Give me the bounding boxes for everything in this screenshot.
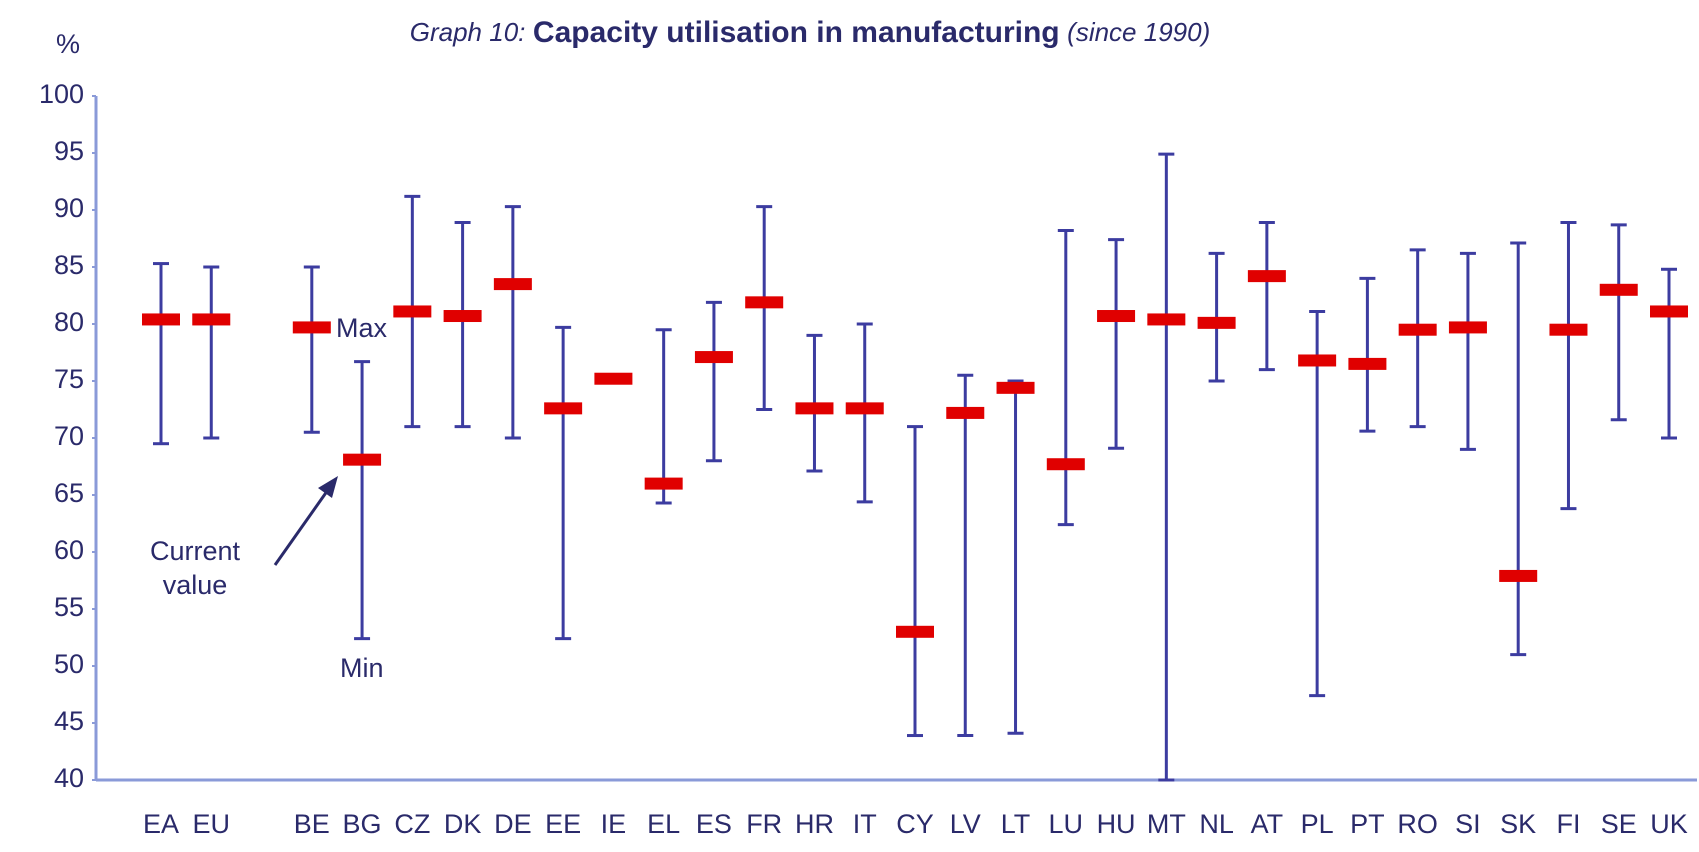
x-tick-label: PT [1350, 809, 1385, 839]
current-marker [594, 372, 633, 385]
x-tick-label: SK [1500, 809, 1536, 839]
x-tick-label: NL [1199, 809, 1234, 839]
current-marker [1298, 354, 1337, 367]
x-tick-label: DK [444, 809, 482, 839]
current-marker [896, 625, 934, 638]
x-tick-label: LV [950, 809, 981, 839]
y-tick-label: 50 [54, 649, 84, 679]
annotation-min: Min [340, 653, 384, 683]
y-tick-label: 100 [39, 79, 84, 109]
x-tick-label: BG [343, 809, 382, 839]
current-marker [996, 381, 1035, 394]
current-marker [845, 402, 884, 415]
y-tick-label: 60 [54, 535, 84, 565]
y-tick-label: 65 [54, 478, 84, 508]
x-tick-label: LU [1049, 809, 1084, 839]
y-tick-label: 75 [54, 364, 84, 394]
x-tick-label: IT [853, 809, 877, 839]
current-marker [1097, 310, 1136, 323]
current-marker [292, 321, 331, 334]
current-marker [1197, 316, 1236, 329]
x-tick-label: EA [143, 809, 179, 839]
current-marker [795, 402, 834, 415]
current-marker [644, 477, 683, 490]
y-tick-label: 85 [54, 250, 84, 280]
current-marker [1499, 569, 1538, 582]
current-marker [1046, 458, 1085, 471]
x-tick-label: AT [1251, 809, 1284, 839]
x-tick-label: DE [494, 809, 532, 839]
current-marker [1348, 357, 1387, 370]
current-marker [443, 310, 482, 323]
current-marker [142, 313, 180, 326]
x-tick-label: LT [1001, 809, 1031, 839]
x-tick-label: UK [1650, 809, 1688, 839]
current-marker [745, 296, 784, 309]
y-tick-label: 55 [54, 592, 84, 622]
current-marker [1549, 323, 1588, 336]
title-main: Capacity utilisation in manufacturing [533, 16, 1060, 49]
annotation-current: Current value [149, 536, 241, 600]
x-tick-label: ES [696, 809, 732, 839]
annotation-current-box: Current value [149, 536, 241, 600]
current-marker [1247, 270, 1286, 283]
chart-title: Graph 10: Capacity utilisation in manufa… [410, 16, 1210, 49]
x-tick-label: EE [545, 809, 581, 839]
current-marker [1650, 305, 1688, 318]
x-tick-label: EL [647, 809, 680, 839]
y-tick-label: 80 [54, 307, 84, 337]
x-tick-label: CZ [394, 809, 430, 839]
x-tick-label: HU [1097, 809, 1136, 839]
current-marker [192, 313, 231, 326]
x-tick-label: EU [193, 809, 231, 839]
current-marker [694, 351, 733, 364]
current-marker [946, 406, 985, 419]
x-tick-label: SI [1455, 809, 1481, 839]
x-tick-label: HR [795, 809, 834, 839]
y-tick-label: 40 [54, 763, 84, 793]
annotation-arrow [273, 486, 332, 566]
title-prefix: Graph 10: [410, 17, 526, 47]
x-tick-label: BE [294, 809, 330, 839]
x-tick-label: PL [1301, 809, 1334, 839]
x-tick-label: RO [1397, 809, 1438, 839]
x-tick-label: CY [896, 809, 934, 839]
x-tick-label: MT [1147, 809, 1186, 839]
y-tick-label: 70 [54, 421, 84, 451]
y-tick-label: 95 [54, 136, 84, 166]
title-suffix: (since 1990) [1067, 17, 1210, 47]
y-axis-label: % [56, 29, 80, 59]
current-marker [493, 278, 532, 291]
current-marker [1448, 321, 1487, 334]
annotation-max: Max [336, 313, 388, 343]
x-tick-label: FI [1556, 809, 1580, 839]
current-marker [1398, 323, 1437, 336]
current-marker [1599, 283, 1638, 296]
y-tick-label: 45 [54, 706, 84, 736]
current-marker [1147, 313, 1186, 326]
current-marker [393, 305, 432, 318]
current-marker [544, 402, 583, 415]
current-marker [343, 453, 382, 466]
y-tick-label: 90 [54, 193, 84, 223]
x-tick-label: IE [601, 809, 627, 839]
arrow-head [318, 476, 338, 498]
x-tick-label: SE [1601, 809, 1637, 839]
x-tick-label: FR [746, 809, 782, 839]
